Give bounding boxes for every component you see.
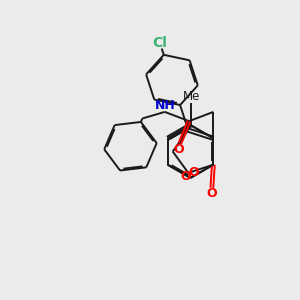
- Text: NH: NH: [155, 99, 176, 112]
- Text: Cl: Cl: [152, 36, 167, 50]
- Text: O: O: [180, 170, 191, 183]
- Text: Me: Me: [183, 90, 201, 103]
- Text: O: O: [207, 187, 217, 200]
- Text: O: O: [173, 143, 184, 156]
- Text: O: O: [188, 167, 199, 179]
